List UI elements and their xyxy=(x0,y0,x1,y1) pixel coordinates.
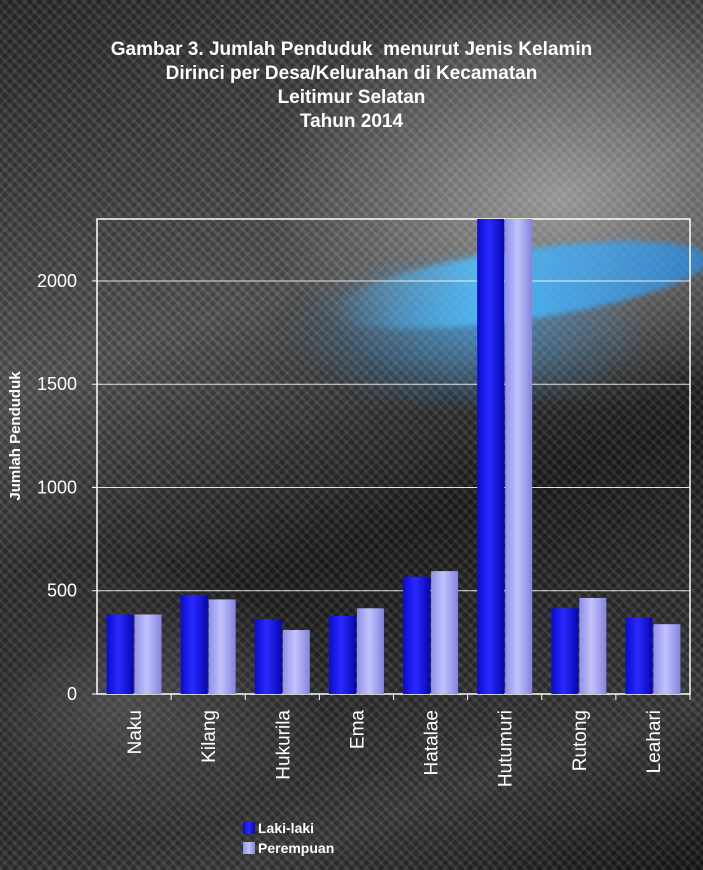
title-line-1: Gambar 3. Jumlah Penduduk menurut Jenis … xyxy=(110,39,593,60)
bar-hutumuri-perempuan xyxy=(505,219,533,694)
bar-leahari-laki-laki xyxy=(625,617,653,694)
y-tick-label: 1500 xyxy=(37,374,77,394)
bar-hukurila-perempuan xyxy=(282,629,310,694)
x-tick-label: Hutumuri xyxy=(496,710,517,787)
chart-title: Gambar 3. Jumlah Penduduk menurut Jenis … xyxy=(0,38,703,134)
legend-item-laki-laki: Laki-laki xyxy=(243,818,334,838)
legend-label-perempuan: Perempuan xyxy=(258,840,335,856)
y-tick-label: 500 xyxy=(47,581,77,601)
y-tick-label: 0 xyxy=(67,684,77,704)
bar-kilang-laki-laki xyxy=(180,594,208,694)
x-tick-label: Hatalae xyxy=(422,710,443,776)
bar-ema-perempuan xyxy=(356,608,384,694)
y-tick-label: 2000 xyxy=(37,271,77,291)
bar-ema-laki-laki xyxy=(328,615,356,694)
bar-kilang-perempuan xyxy=(208,599,236,694)
legend-label-laki-laki: Laki-laki xyxy=(258,820,315,836)
x-tick-label: Rutong xyxy=(570,710,591,771)
y-axis-label: Jumlah Penduduk xyxy=(7,371,24,501)
bar-rutong-perempuan xyxy=(579,597,607,694)
y-tick-label: 1000 xyxy=(37,477,77,497)
legend-swatch-perempuan xyxy=(243,842,255,854)
bar-naku-perempuan xyxy=(134,614,162,694)
bar-rutong-laki-laki xyxy=(551,608,579,694)
bar-leahari-perempuan xyxy=(653,624,681,694)
x-tick-label: Hukurila xyxy=(273,710,294,780)
x-tick-label: Naku xyxy=(125,710,146,754)
title-line-3: Leitimur Selatan xyxy=(277,87,426,108)
legend-swatch-laki-laki xyxy=(243,822,255,834)
x-tick-label: Leahari xyxy=(644,710,665,773)
x-tick-label: Kilang xyxy=(199,710,220,763)
legend: Laki-laki Perempuan xyxy=(243,818,334,858)
title-line-2: Dirinci per Desa/Kelurahan di Kecamatan xyxy=(165,63,538,84)
title-line-4: Tahun 2014 xyxy=(299,111,404,132)
bar-hatalae-perempuan xyxy=(431,571,459,694)
x-tick-label: Ema xyxy=(347,710,368,750)
bar-hutumuri-laki-laki xyxy=(477,219,505,694)
bar-naku-laki-laki xyxy=(106,614,134,694)
bar-hukurila-laki-laki xyxy=(254,619,282,694)
legend-item-perempuan: Perempuan xyxy=(243,838,334,858)
bar-hatalae-laki-laki xyxy=(403,576,431,694)
